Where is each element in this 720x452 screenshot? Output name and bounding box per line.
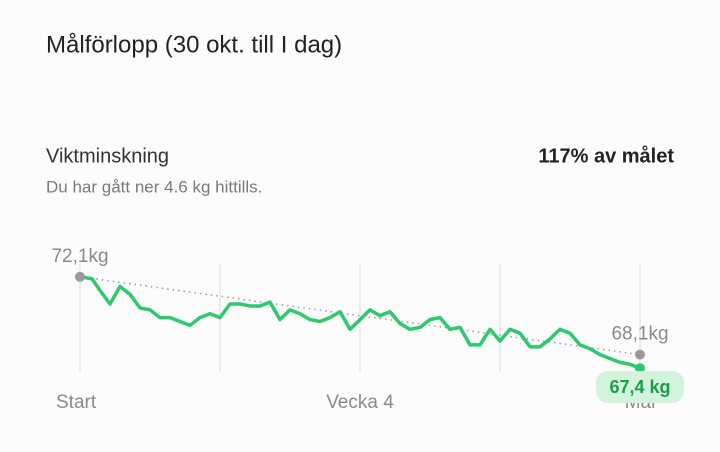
summary-subtitle: Du har gått ner 4.6 kg hittills. [46,177,262,196]
summary-label: Viktminskning [46,145,169,167]
goal-label: 68,1kg [611,324,668,345]
current-label: 67,4 kg [609,377,670,397]
start-label: 72,1kg [51,246,108,267]
current-badge [596,371,684,403]
start-dot [75,271,85,282]
x-tick-label: Vecka 4 [326,392,394,413]
progress: 117% av målet [538,144,674,167]
weight-line [78,275,642,370]
x-tick-label: Start [56,392,97,413]
goal-dot [635,349,645,360]
trend-line [79,276,641,356]
current-dot [635,363,645,374]
page-title: Målförlopp (30 okt. till I dag) [46,31,342,58]
